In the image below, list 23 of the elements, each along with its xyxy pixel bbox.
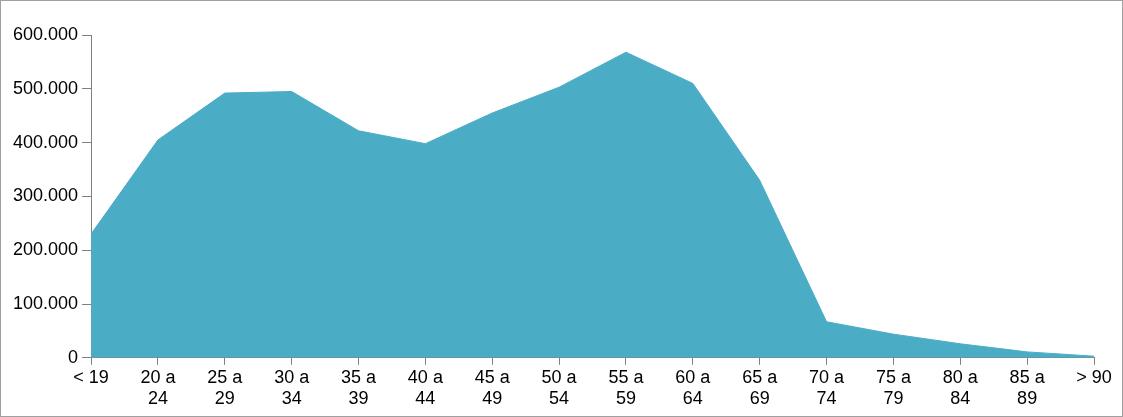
x-tick-label: 35 a 39 — [340, 366, 378, 409]
x-tick-label: 30 a 34 — [274, 366, 311, 409]
y-tick-label: 400.000 — [12, 131, 79, 152]
x-tick-label: 55 a 59 — [608, 366, 645, 409]
y-tick-label: 200.000 — [12, 239, 79, 260]
x-tick-label: 75 a 79 — [875, 366, 912, 409]
x-tick-label: 45 a 49 — [474, 366, 511, 409]
x-tick-label: < 19 — [73, 366, 109, 387]
x-tick-label: 25 a 29 — [207, 366, 244, 409]
x-tick-label: > 90 — [1076, 366, 1112, 387]
x-tick-label: 80 a 84 — [942, 366, 979, 409]
y-tick-label: 300.000 — [12, 185, 79, 206]
y-tick-label: 100.000 — [12, 292, 79, 313]
x-tick-label: 85 a 89 — [1009, 366, 1046, 409]
x-tick-label: 65 a 69 — [742, 366, 779, 409]
x-tick-label: 20 a 24 — [140, 366, 177, 409]
x-tick-label: 60 a 64 — [675, 366, 712, 409]
y-tick-label: 0 — [68, 346, 79, 367]
y-tick-label: 600.000 — [12, 23, 79, 44]
x-tick-label: 70 a 74 — [809, 366, 846, 409]
x-tick-label: 40 a 44 — [407, 366, 444, 409]
x-tick-label: 50 a 54 — [541, 366, 578, 409]
y-tick-label: 500.000 — [12, 77, 79, 98]
